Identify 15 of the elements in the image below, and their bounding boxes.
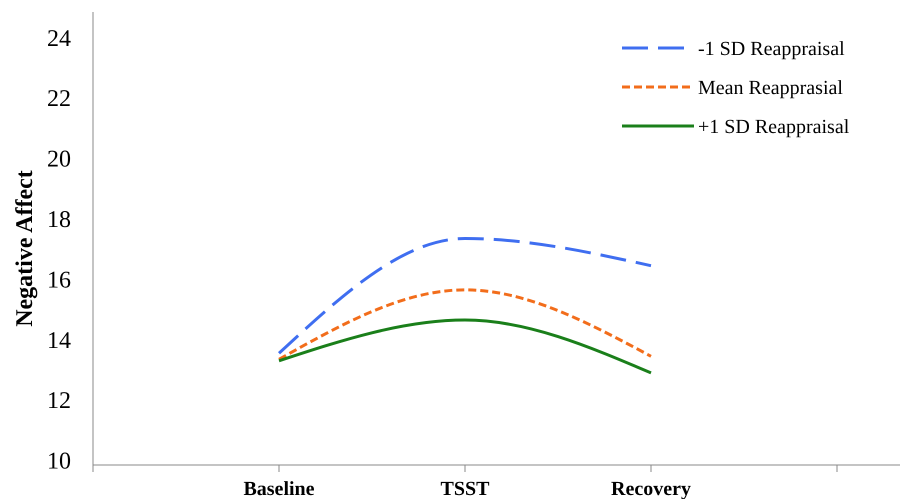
y-tick-label: 24	[47, 26, 71, 52]
legend-label: Mean Reapprasial	[698, 77, 844, 99]
legend-label: -1 SD Reappraisal	[698, 38, 846, 60]
y-tick-label: 12	[47, 388, 71, 414]
y-tick-label: 10	[47, 448, 71, 475]
legend-label: +1 SD Reappraisal	[698, 116, 850, 138]
y-axis-title: Negative Affect	[12, 170, 38, 327]
y-tick-label: 22	[47, 86, 71, 112]
y-tick-label: 14	[47, 328, 71, 354]
x-tick-label: TSST	[440, 478, 490, 499]
y-tick-label: 16	[47, 267, 71, 294]
x-tick-label: Recovery	[611, 478, 691, 499]
y-tick-label: 18	[47, 207, 71, 233]
x-tick-label: Baseline	[243, 478, 315, 499]
y-tick-label: 20	[47, 146, 71, 173]
